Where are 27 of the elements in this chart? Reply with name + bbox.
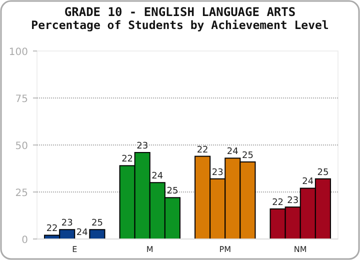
- y-tick-label: 75: [15, 94, 28, 105]
- series-label: 25: [91, 218, 103, 229]
- x-tick-label: PM: [219, 245, 232, 254]
- text: 24: [76, 228, 88, 238]
- chart-subtitle: Percentage of Students by Achievement Level: [31, 18, 329, 32]
- x-tick-label: NM: [294, 245, 307, 254]
- text: 23: [136, 142, 148, 152]
- x-tick-label: M: [146, 245, 154, 254]
- series-label: 24: [152, 172, 164, 182]
- text: 24: [302, 177, 314, 188]
- text: 25: [166, 186, 178, 197]
- text: 22: [272, 198, 284, 208]
- series-label: 22: [46, 224, 58, 234]
- chart-title: GRADE 10 - ENGLISH LANGUAGE ARTS: [64, 5, 296, 19]
- x-tick-label: E: [72, 245, 78, 254]
- text: 23: [287, 196, 299, 206]
- y-tick-label: 25: [15, 188, 28, 199]
- y-tick-label: 100: [8, 47, 28, 58]
- text: 25: [242, 150, 254, 161]
- text: 24: [226, 147, 238, 158]
- text: 22: [122, 154, 134, 165]
- y-tick-label: 50: [15, 141, 28, 152]
- text: 23: [212, 168, 224, 178]
- series-label: 23: [61, 218, 73, 229]
- text: 25: [317, 168, 329, 178]
- y-tick-label: 0: [22, 235, 28, 246]
- text: 22: [196, 145, 208, 156]
